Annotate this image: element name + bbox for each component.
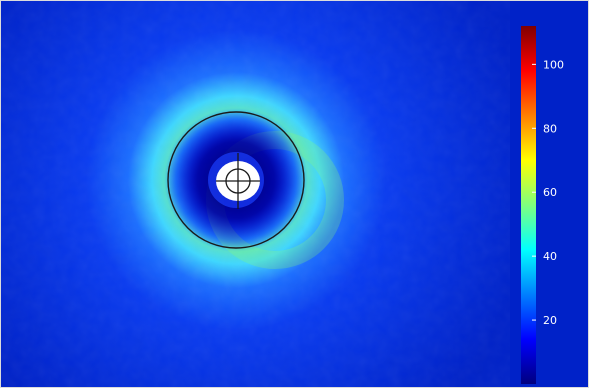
colorbar-ticks: 20 40 60 80 100 xyxy=(532,58,564,327)
colorbar-tick-label: 20 xyxy=(543,314,557,327)
colorbar-tick-label: 80 xyxy=(543,122,557,135)
colorbar-tick-label: 40 xyxy=(543,250,557,263)
colorbar-tick-label: 60 xyxy=(543,186,557,199)
colorbar xyxy=(521,26,536,384)
colorbar-tick-label: 100 xyxy=(543,58,564,71)
outer-circle xyxy=(167,111,305,249)
